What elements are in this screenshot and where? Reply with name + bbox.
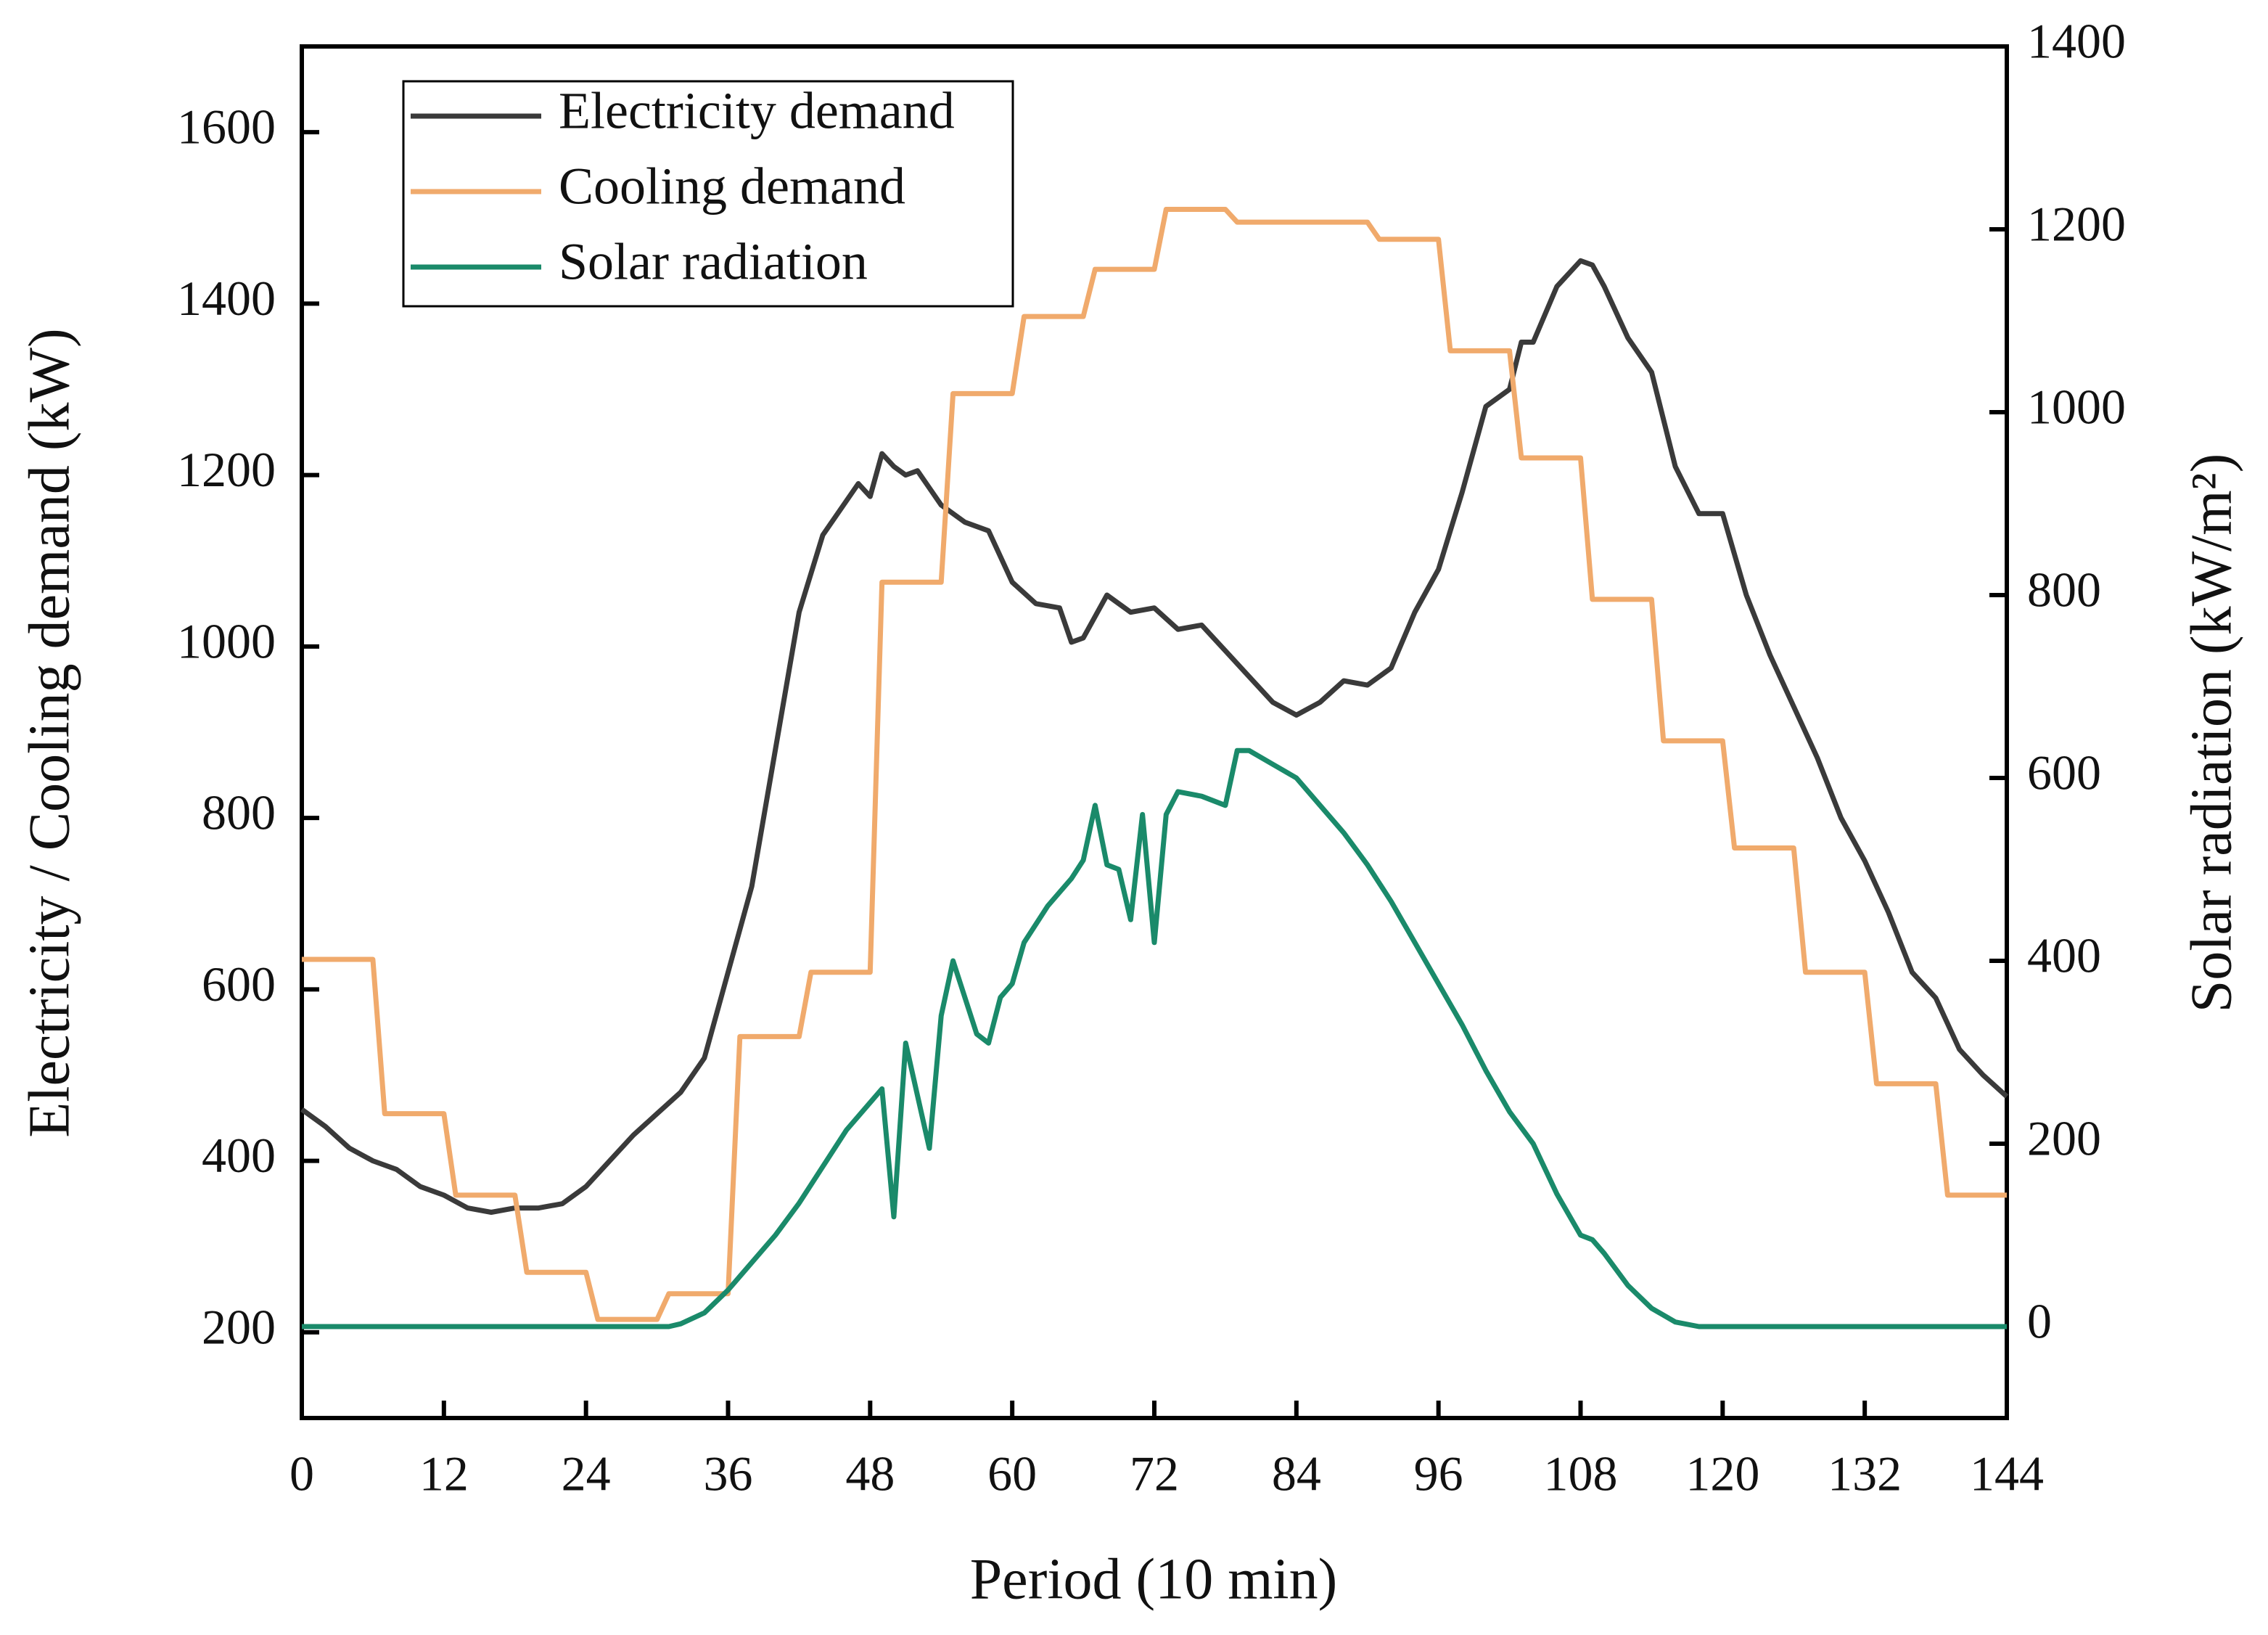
x-tick-label: 108 (1544, 1446, 1618, 1501)
y-axis-title: Electricity / Cooling demand (kW) (17, 328, 81, 1137)
y2-tick-label: 200 (2027, 1111, 2101, 1166)
y2-tick-label: 1400 (2027, 14, 2126, 69)
x-tick-label: 0 (289, 1446, 314, 1501)
y2-tick-label: 400 (2027, 928, 2101, 983)
y-tick-label: 1600 (177, 99, 276, 155)
x-tick-label: 24 (562, 1446, 611, 1501)
x-tick-label: 12 (419, 1446, 469, 1501)
x-tick-label: 96 (1414, 1446, 1463, 1501)
data-line (302, 747, 2007, 1329)
legend-label: Solar radiation (559, 233, 868, 291)
y2-axis-title: Solar radiation (kW/m²) (2179, 454, 2243, 1012)
data-line (302, 206, 2007, 1322)
x-tick-label: 84 (1272, 1446, 1321, 1501)
x-tick-label: 144 (1970, 1446, 2044, 1501)
y-tick-label: 1400 (177, 271, 276, 326)
y-tick-label: 200 (202, 1299, 276, 1354)
x-tick-label: 120 (1685, 1446, 1759, 1501)
y-tick-label: 1000 (177, 613, 276, 668)
x-axis-title: Period (10 min) (970, 1547, 1338, 1611)
y2-tick-label: 1200 (2027, 197, 2126, 252)
y-tick-label: 400 (202, 1128, 276, 1183)
legend-label: Cooling demand (559, 157, 905, 216)
y-tick-label: 1200 (177, 442, 276, 497)
x-tick-label: 36 (704, 1446, 753, 1501)
x-tick-label: 72 (1130, 1446, 1179, 1501)
data-line (300, 258, 2009, 1215)
x-tick-label: 60 (987, 1446, 1037, 1501)
x-tick-label: 132 (1828, 1446, 1902, 1501)
y2-tick-label: 1000 (2027, 380, 2126, 435)
y-tick-label: 800 (202, 785, 276, 840)
legend-label: Electricity demand (559, 82, 955, 140)
y2-tick-label: 800 (2027, 562, 2101, 618)
y2-tick-label: 0 (2027, 1294, 2052, 1349)
y-tick-label: 600 (202, 956, 276, 1012)
x-tick-label: 48 (845, 1446, 895, 1501)
y2-tick-label: 600 (2027, 745, 2101, 800)
